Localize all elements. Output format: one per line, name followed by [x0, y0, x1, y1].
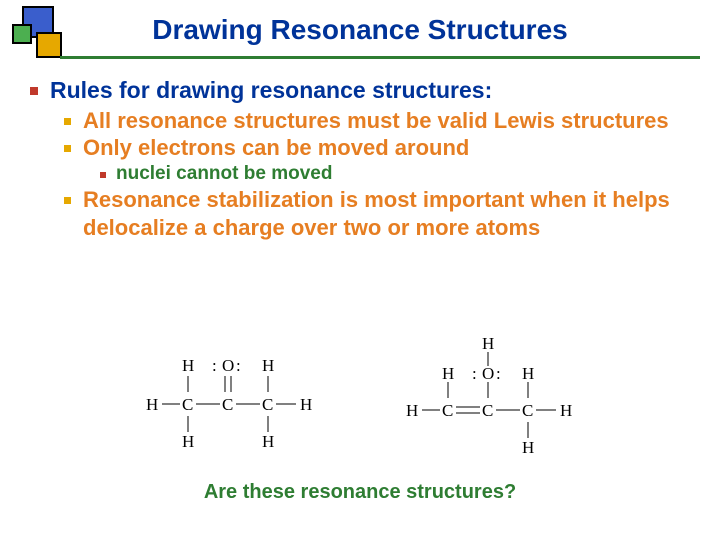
- molecule-2: H H : O : H H C C C H H: [400, 340, 580, 460]
- atom-H: H: [442, 364, 454, 384]
- atom-H: H: [262, 356, 274, 376]
- bullet-marker-icon: [64, 118, 71, 125]
- footer-question: Are these resonance structures?: [0, 481, 720, 504]
- lone-pair: :: [472, 364, 476, 384]
- atom-H: H: [482, 334, 494, 354]
- bullet-level2: All resonance structures must be valid L…: [64, 107, 690, 135]
- atom-H: H: [406, 401, 418, 421]
- logo-square-orange: [36, 32, 62, 58]
- lone-pair: :: [236, 356, 240, 376]
- bullet-text: nuclei cannot be moved: [116, 162, 332, 187]
- bullet-text: Only electrons can be moved around: [83, 134, 469, 162]
- atom-H: H: [522, 364, 534, 384]
- bullet-level2: Resonance stabilization is most importan…: [64, 186, 690, 241]
- bullet-marker-icon: [30, 87, 38, 95]
- bullet-marker-icon: [64, 197, 71, 204]
- atom-H: H: [522, 438, 534, 458]
- atom-O: O: [222, 356, 234, 376]
- title-underline: [60, 56, 700, 59]
- atom-C: C: [262, 395, 273, 415]
- atom-H: H: [300, 395, 312, 415]
- atom-H: H: [182, 432, 194, 452]
- atom-C: C: [522, 401, 533, 421]
- atom-H: H: [146, 395, 158, 415]
- atom-H: H: [560, 401, 572, 421]
- molecule-diagrams: H : O : H H C C C H H H: [0, 340, 720, 460]
- bullet-text: All resonance structures must be valid L…: [83, 107, 669, 135]
- logo-square-green: [12, 24, 32, 44]
- atom-C: C: [442, 401, 453, 421]
- bullet-marker-icon: [100, 172, 106, 178]
- bullet-text: Rules for drawing resonance structures:: [50, 76, 492, 105]
- bullet-text: Resonance stabilization is most importan…: [83, 186, 690, 241]
- atom-C: C: [182, 395, 193, 415]
- slide-header: Drawing Resonance Structures: [0, 0, 720, 62]
- atom-H: H: [262, 432, 274, 452]
- bullet-level2: Only electrons can be moved around: [64, 134, 690, 162]
- molecule-1: H : O : H H C C C H H H: [140, 340, 320, 460]
- bullet-marker-icon: [64, 145, 71, 152]
- lone-pair: :: [212, 356, 216, 376]
- atom-H: H: [182, 356, 194, 376]
- bullet-level1: Rules for drawing resonance structures:: [30, 76, 690, 105]
- bonds-svg: [400, 340, 580, 460]
- lone-pair: :: [496, 364, 500, 384]
- atom-C: C: [482, 401, 493, 421]
- page-title: Drawing Resonance Structures: [0, 0, 720, 46]
- slide-body: Rules for drawing resonance structures: …: [0, 62, 720, 241]
- atom-O: O: [482, 364, 494, 384]
- bullet-level3: nuclei cannot be moved: [100, 162, 690, 187]
- atom-C: C: [222, 395, 233, 415]
